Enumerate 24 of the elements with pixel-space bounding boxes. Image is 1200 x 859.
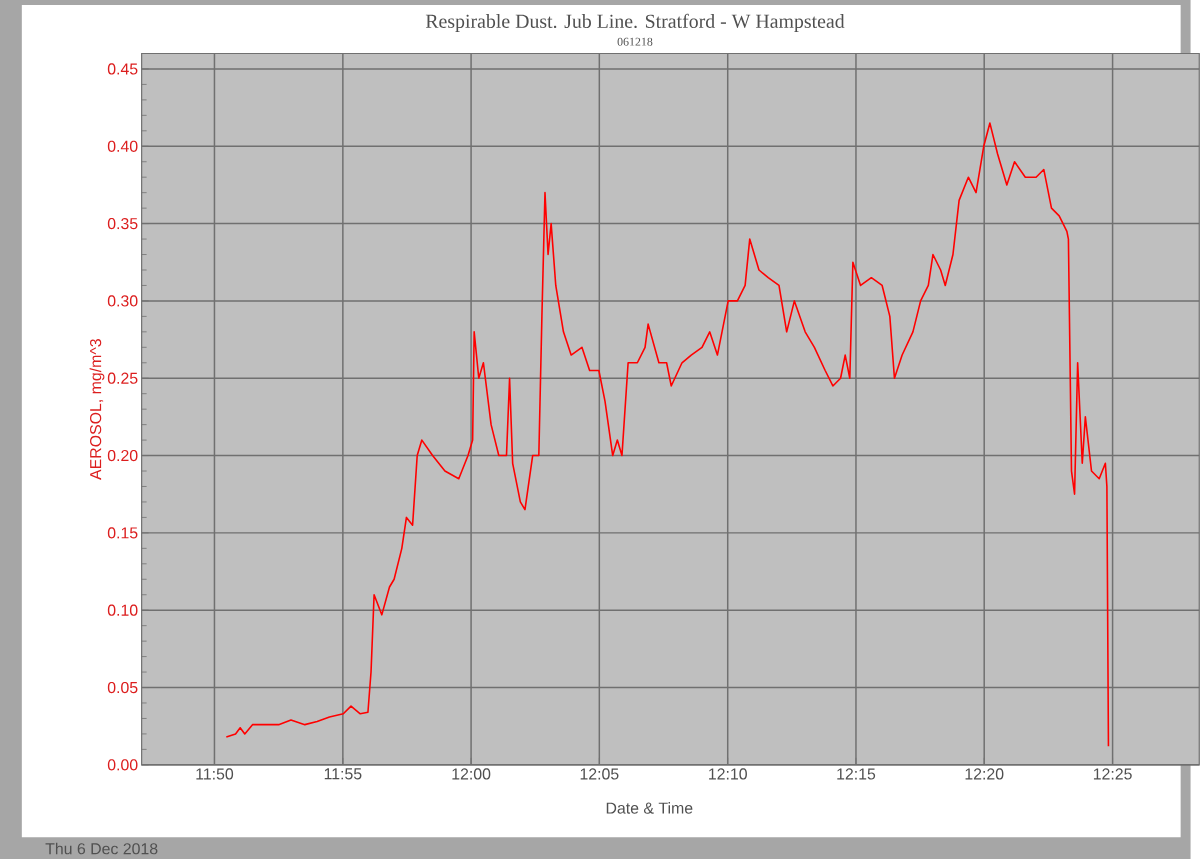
y-tick-label: 0.40 [107, 140, 138, 152]
x-tick-label: 11:50 [196, 768, 234, 780]
x-tick-label: 12:10 [709, 768, 747, 780]
x-tick-label: 12:20 [965, 768, 1004, 780]
x-axis-title: Date & Time [606, 802, 693, 814]
x-tick-label: 12:00 [452, 768, 491, 780]
x-tick-label: 11:55 [324, 768, 362, 780]
y-tick-label: 0.25 [107, 372, 138, 384]
chart-title: Respirable Dust. Jub Line. Stratford - W Hampstead [425, 13, 845, 32]
y-tick-label: 0.15 [107, 527, 138, 539]
y-tick-label: 0.45 [107, 63, 138, 75]
x-tick-label: 12:25 [1093, 768, 1132, 780]
x-tick-label: 12:05 [580, 768, 619, 780]
y-tick-label: 0.30 [107, 295, 138, 307]
y-axis-title: AEROSOL, mg/m^3 [89, 339, 105, 480]
x-tick-label: 12:15 [837, 768, 876, 780]
y-tick-label: 0.05 [107, 681, 138, 694]
line-series [225, 122, 1110, 747]
y-tick-label: 0.00 [107, 759, 138, 771]
text: Thu 6 Dec 2018 [45, 842, 158, 855]
chart-subtitle: 061218 [617, 37, 653, 46]
y-tick-label: 0.10 [107, 604, 138, 616]
y-tick-label: 0.35 [107, 217, 138, 230]
y-tick-label: 0.20 [107, 449, 138, 462]
